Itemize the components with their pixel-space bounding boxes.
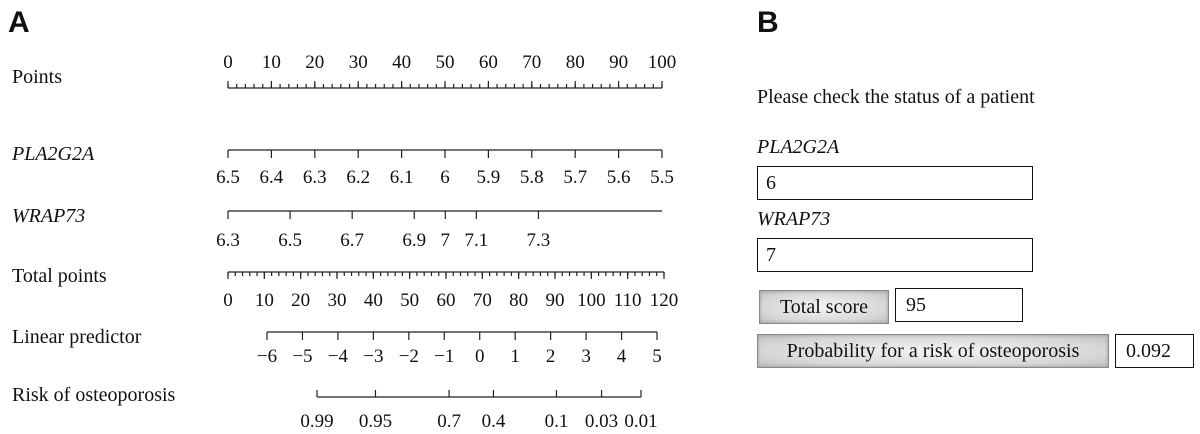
tick-label: 0.7 — [437, 411, 461, 432]
tick-label: 60 — [437, 290, 456, 311]
tick-label: −6 — [257, 346, 277, 367]
tick-label: 0 — [475, 346, 485, 367]
tick-label: 0.99 — [300, 411, 333, 432]
tick-label: 100 — [648, 52, 677, 73]
row-label: WRAP73 — [12, 205, 85, 227]
tick-label: 100 — [577, 290, 606, 311]
nomogram-row-pla2g2a: PLA2G2A 6.5 6.4 6.3 6.2 6.1 6 5.9 5.8 5.7 5.6 5.5 — [11, 143, 674, 188]
tick-label: 5 — [652, 346, 662, 367]
tick-label: 6.1 — [390, 167, 414, 188]
nomogram-row-points: Points 0 10 20 30 40 50 60 70 80 90 100 — [12, 52, 677, 89]
tick-label: 0.95 — [359, 411, 392, 432]
tick-label: 6.5 — [216, 167, 240, 188]
probability-button[interactable]: Probability for a risk of osteoporosis — [757, 334, 1109, 368]
tick-label: 10 — [255, 290, 274, 311]
nomogram-row-wrap73: WRAP73 6.3 6.5 6.7 6.9 7 7.1 7.3 — [12, 205, 662, 251]
tick-label: 7.1 — [464, 230, 488, 251]
row-label: Linear predictor — [12, 326, 142, 348]
total-score-button[interactable]: Total score — [759, 290, 889, 324]
nomogram-row-risk: Risk of osteoporosis 0.99 0.95 0.7 0.4 0.1 0.0… — [12, 384, 658, 432]
tick-label: 110 — [614, 290, 642, 311]
tick-label: 70 — [522, 52, 541, 73]
tick-label: −2 — [399, 346, 419, 367]
tick-label: 2 — [546, 346, 556, 367]
row-label: PLA2G2A — [11, 143, 95, 165]
pla2g2a-label: PLA2G2A — [757, 136, 840, 158]
panel-b-label: B — [757, 6, 779, 39]
pla2g2a-input[interactable]: 6 — [757, 166, 1033, 200]
tick-label: 0.1 — [545, 411, 569, 432]
tick-label: 90 — [546, 290, 565, 311]
tick-label: 7.3 — [527, 230, 551, 251]
wrap73-label: WRAP73 — [757, 208, 831, 230]
tick-label: 20 — [291, 290, 310, 311]
row-label: Risk of osteoporosis — [12, 384, 176, 406]
tick-label: 50 — [436, 52, 455, 73]
tick-label: 0.4 — [482, 411, 506, 432]
tick-label: 0.01 — [624, 411, 657, 432]
tick-label: 10 — [262, 52, 281, 73]
tick-label: 5.8 — [520, 167, 544, 188]
tick-label: −4 — [328, 346, 349, 367]
tick-label: 0.03 — [585, 411, 618, 432]
tick-label: 30 — [328, 290, 347, 311]
tick-label: 4 — [617, 346, 627, 367]
tick-label: 5.6 — [607, 167, 631, 188]
tick-label: 40 — [392, 52, 411, 73]
tick-label: 7 — [441, 230, 451, 251]
tick-label: 3 — [581, 346, 591, 367]
tick-label: 80 — [566, 52, 585, 73]
tick-label: 6.7 — [340, 230, 364, 251]
row-label: Points — [12, 66, 62, 88]
tick-label: 6.5 — [278, 230, 302, 251]
tick-label: 5.7 — [563, 167, 587, 188]
nomogram-row-total: Total points 0 10 20 30 40 50 60 70 80 90 100 110 120 — [12, 265, 678, 311]
tick-label: 120 — [650, 290, 679, 311]
tick-label: 0 — [223, 52, 233, 73]
tick-label: 0 — [223, 290, 233, 311]
tick-label: 70 — [473, 290, 492, 311]
panel-a-label: A — [8, 6, 30, 39]
tick-label: 40 — [364, 290, 383, 311]
tick-label: 20 — [305, 52, 324, 73]
calculator-prompt: Please check the status of a patient — [757, 86, 1035, 108]
tick-label: 80 — [509, 290, 528, 311]
tick-label: 30 — [349, 52, 368, 73]
tick-label: 1 — [510, 346, 520, 367]
tick-label: 50 — [400, 290, 419, 311]
tick-label: 60 — [479, 52, 498, 73]
total-score-output: 95 — [895, 288, 1023, 322]
tick-label: 6.3 — [216, 230, 240, 251]
probability-output: 0.092 — [1115, 334, 1194, 368]
tick-label: −5 — [292, 346, 312, 367]
tick-label: −1 — [434, 346, 454, 367]
tick-label: −3 — [363, 346, 383, 367]
wrap73-input[interactable]: 7 — [757, 238, 1033, 272]
tick-label: 6.3 — [303, 167, 327, 188]
tick-label: 6.9 — [402, 230, 426, 251]
nomogram-row-linear: Linear predictor −6 −5 −4 −3 −2 −1 0 1 2 3 4 5 — [12, 326, 662, 367]
tick-label: 5.9 — [477, 167, 501, 188]
tick-label: 6 — [440, 167, 450, 188]
tick-label: 90 — [609, 52, 628, 73]
tick-label: 5.5 — [650, 167, 674, 188]
row-label: Total points — [12, 265, 107, 287]
tick-label: 6.2 — [346, 167, 370, 188]
tick-label: 6.4 — [260, 167, 284, 188]
